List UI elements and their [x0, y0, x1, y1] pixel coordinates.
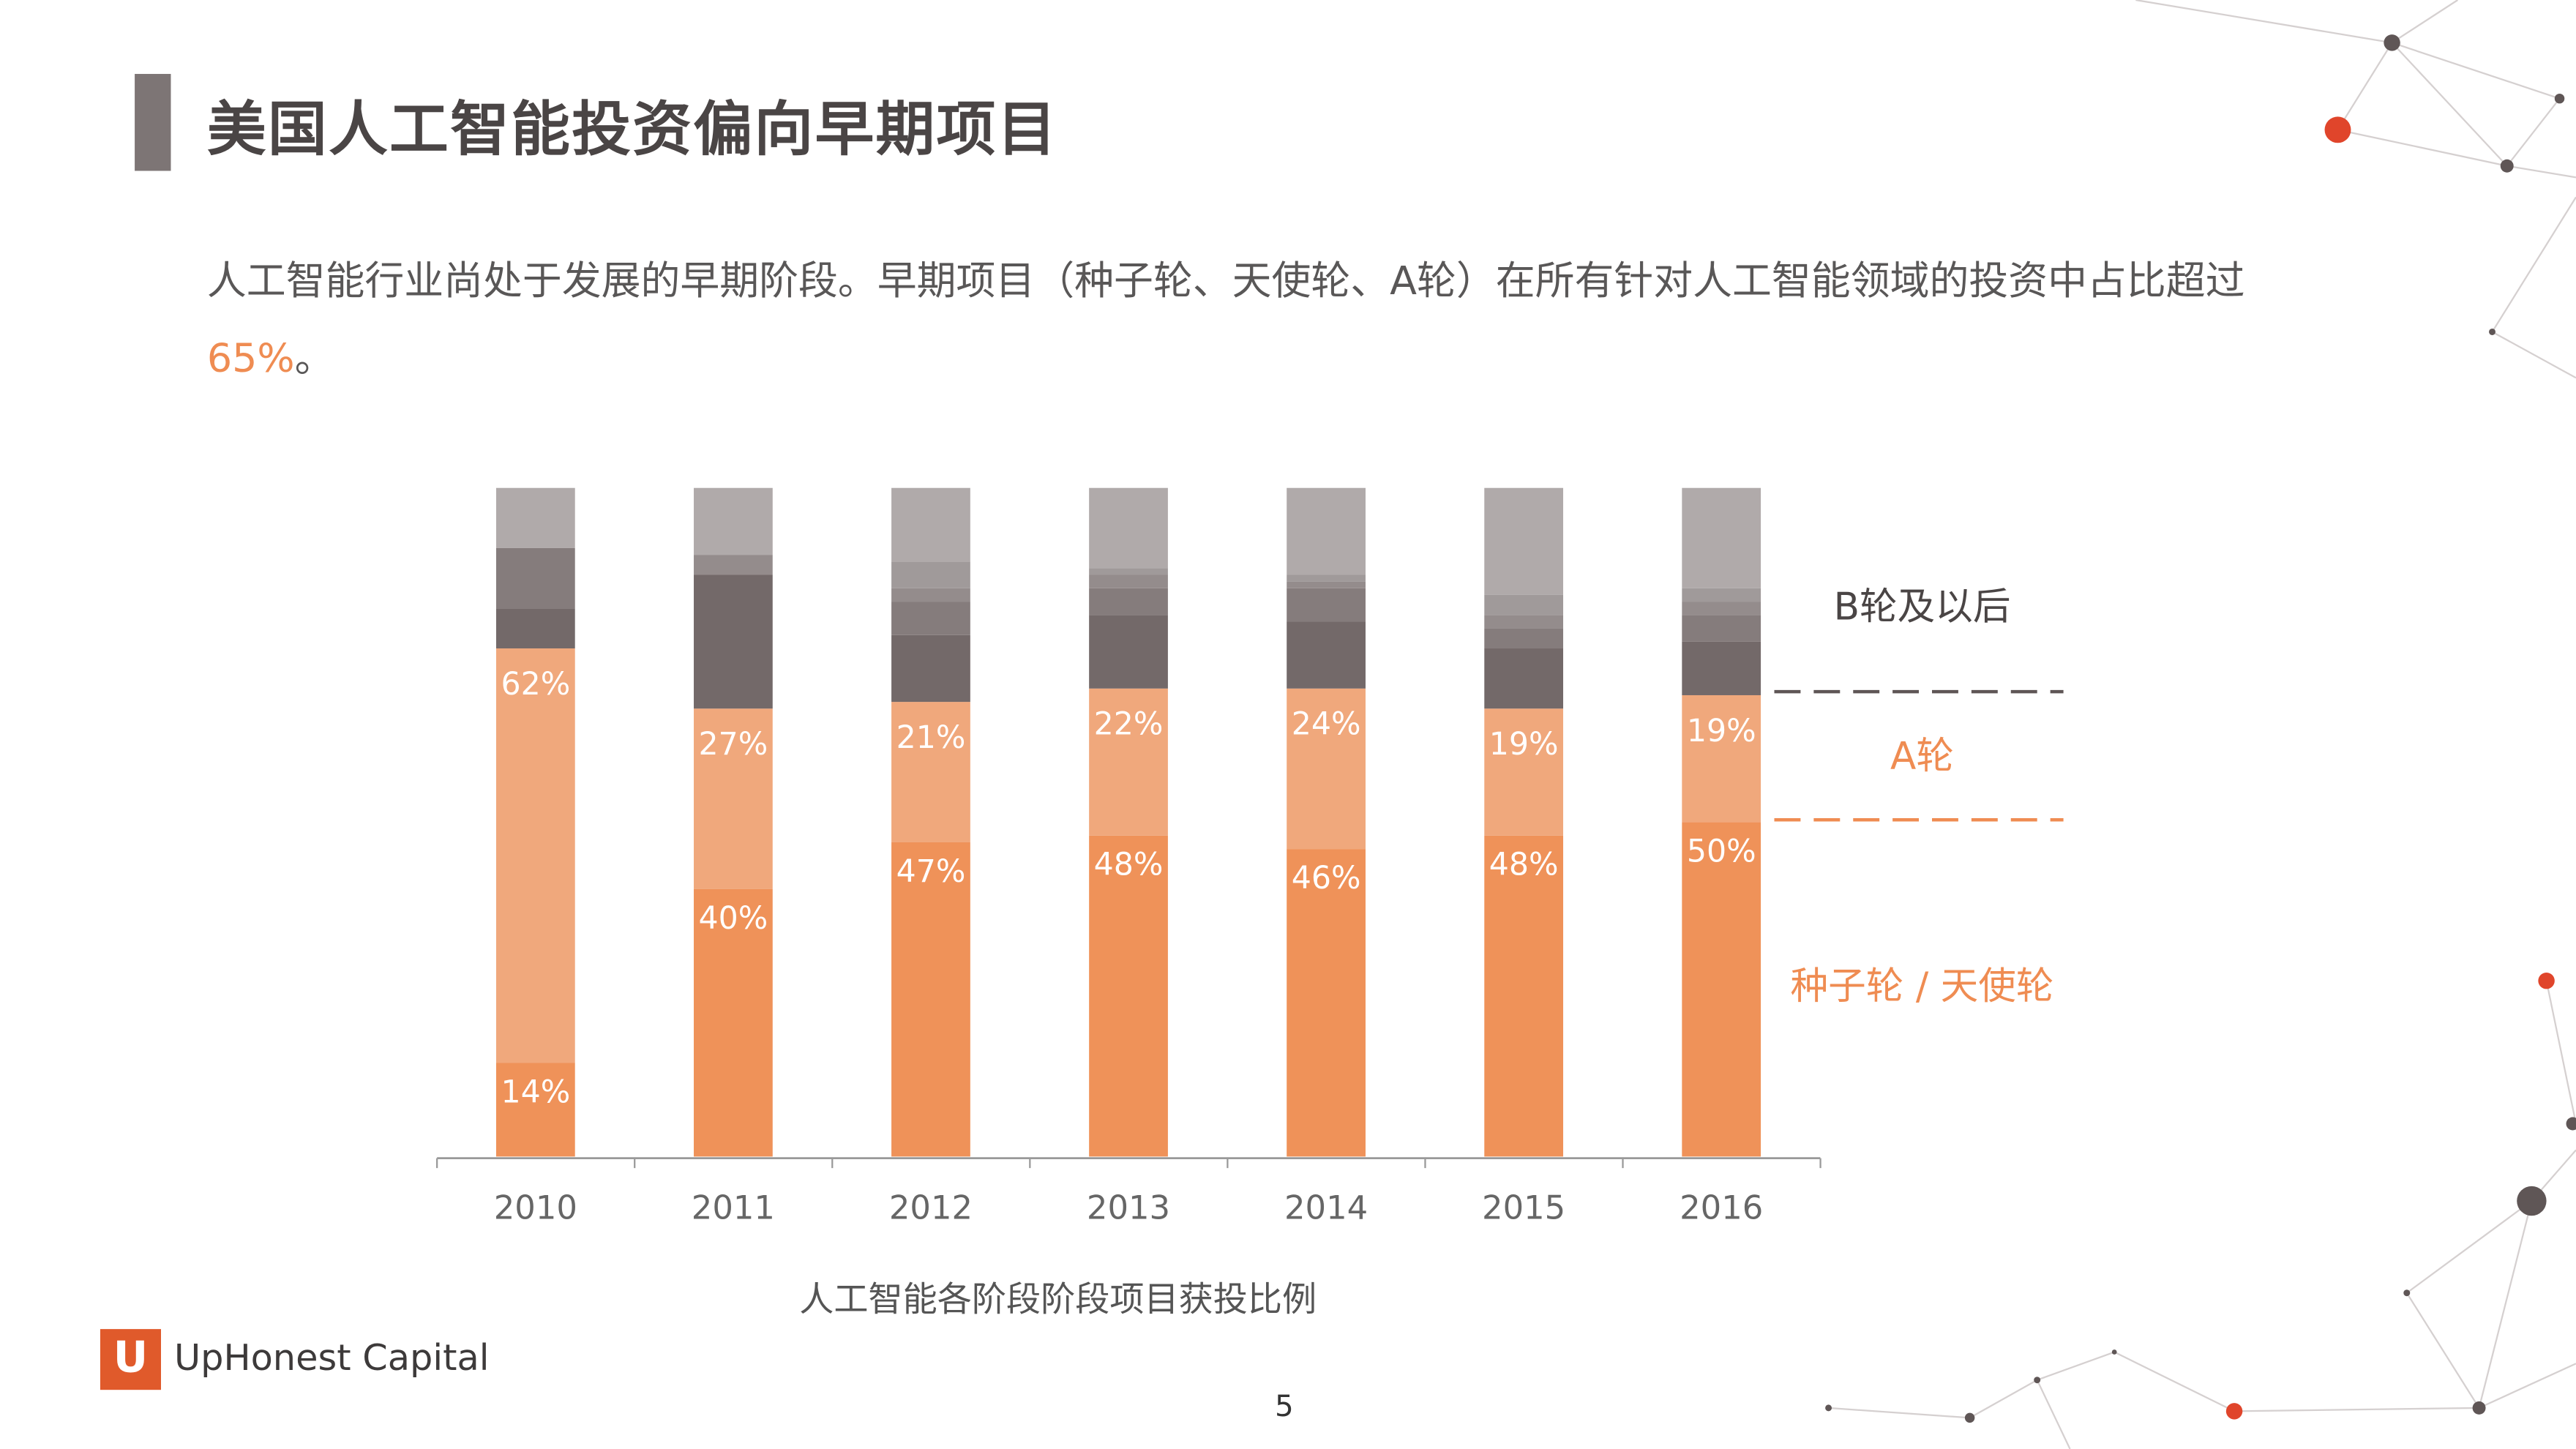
bar-series-b-plus	[1287, 621, 1366, 689]
bar-series-b-plus	[694, 487, 773, 555]
bar-seed-angel	[891, 842, 970, 1157]
page-number: 5	[1275, 1390, 1294, 1425]
data-label-a: 62%	[501, 666, 570, 703]
bar-series-b-plus	[891, 561, 970, 588]
bar-series-b-plus	[891, 487, 970, 562]
data-label-seed: 46%	[1292, 860, 1361, 896]
bar-series-a	[694, 708, 773, 889]
bar-series-b-plus	[1089, 615, 1168, 689]
bar-series-b-plus	[495, 608, 575, 649]
x-tick-label: 2011	[692, 1188, 775, 1227]
bar-series-b-plus	[1682, 487, 1761, 588]
bar-series-b-plus	[1484, 648, 1564, 709]
bar-series-b-plus	[1484, 487, 1564, 595]
data-label-seed: 14%	[501, 1074, 570, 1110]
data-label-a: 24%	[1292, 706, 1361, 743]
bar-series-b-plus	[891, 588, 970, 602]
bar-seed-angel	[694, 888, 773, 1157]
summary-main: 人工智能行业尚处于发展的早期阶段。早期项目（种子轮、天使轮、A轮）在所有针对人工…	[206, 258, 2245, 304]
bar-series-a	[1089, 688, 1168, 836]
bar-series-b-plus	[891, 602, 970, 635]
bar-series-b-plus	[1682, 588, 1761, 602]
bar-series-b-plus	[1682, 602, 1761, 615]
logo-mark-icon: U	[100, 1329, 162, 1390]
page-title: 美国人工智能投资偏向早期项目	[206, 97, 1058, 165]
data-label-a: 27%	[699, 726, 768, 763]
bar-series-b-plus	[1484, 615, 1564, 629]
chart-title: 人工智能各阶段阶段项目获投比例	[799, 1279, 1317, 1319]
summary-highlight: 65%	[206, 334, 295, 381]
data-label-seed: 48%	[1094, 847, 1164, 883]
summary-end: 。	[294, 334, 334, 381]
data-label-seed: 47%	[896, 853, 966, 890]
bar-seed-angel	[1484, 835, 1564, 1157]
summary-text: 人工智能行业尚处于发展的早期阶段。早期项目（种子轮、天使轮、A轮）在所有针对人工…	[207, 243, 2310, 397]
x-tick-label: 2013	[1087, 1188, 1170, 1227]
legend-b-plus: B轮及以后	[1834, 585, 2011, 629]
title-accent-bar	[135, 74, 171, 171]
bar-series-a	[891, 702, 970, 842]
bar-seed-angel	[1287, 849, 1366, 1157]
data-label-seed: 48%	[1489, 847, 1559, 883]
bar-series-b-plus	[1682, 615, 1761, 642]
data-label-seed: 40%	[699, 900, 768, 937]
data-label-seed: 50%	[1687, 833, 1756, 869]
bar-series-b-plus	[1287, 574, 1366, 582]
bar-series-b-plus	[1484, 628, 1564, 649]
bar-series-a	[1484, 708, 1564, 836]
bar-series-a	[495, 648, 575, 1063]
bar-series-b-plus	[1089, 568, 1168, 575]
bar-seed-angel	[495, 1063, 575, 1157]
data-label-a: 21%	[896, 719, 966, 756]
legend-seed-angel: 种子轮 / 天使轮	[1791, 965, 2054, 1008]
data-label-a: 22%	[1094, 706, 1164, 743]
bar-series-b-plus	[1287, 588, 1366, 622]
x-tick-label: 2012	[889, 1188, 973, 1227]
bar-series-b-plus	[694, 574, 773, 709]
bar-series-a	[1287, 688, 1366, 850]
x-tick-label: 2010	[494, 1188, 577, 1227]
bar-seed-angel	[1682, 822, 1761, 1157]
bar-series-b-plus	[694, 555, 773, 575]
bar-series-b-plus	[1287, 581, 1366, 588]
bar-series-b-plus	[495, 547, 575, 609]
x-tick-label: 2014	[1284, 1188, 1368, 1227]
bar-series-b-plus	[1089, 588, 1168, 615]
legend-a: A轮	[1890, 735, 1954, 779]
bar-series-b-plus	[1287, 487, 1366, 575]
bar-seed-angel	[1089, 835, 1168, 1157]
data-label-a: 19%	[1489, 726, 1559, 763]
bar-series-b-plus	[1089, 574, 1168, 588]
bar-series-b-plus	[1484, 594, 1564, 615]
data-label-a: 19%	[1687, 713, 1756, 749]
bar-series-b-plus	[1682, 641, 1761, 695]
x-tick-label: 2015	[1482, 1188, 1565, 1227]
bar-series-b-plus	[495, 487, 575, 548]
bar-series-b-plus	[891, 634, 970, 703]
bar-series-b-plus	[1089, 487, 1168, 569]
x-tick-label: 2016	[1680, 1188, 1763, 1227]
bar-series-a	[1682, 694, 1761, 823]
logo: U UpHonest Capital	[100, 1329, 490, 1390]
logo-text: UpHonest Capital	[173, 1338, 490, 1380]
